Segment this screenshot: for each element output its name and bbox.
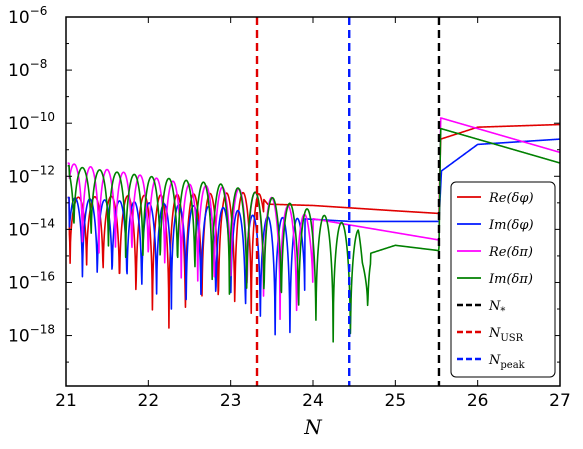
x-tick-label: 24 bbox=[302, 391, 324, 411]
legend-label: NUSR bbox=[488, 326, 524, 344]
legend-label: Re(δφ) bbox=[488, 191, 534, 206]
x-axis-title: N bbox=[303, 415, 323, 439]
y-tick-label: 10−12 bbox=[8, 163, 55, 187]
y-tick-label: 10−16 bbox=[8, 269, 55, 293]
y-tick-label: 10−10 bbox=[8, 110, 55, 134]
legend-label: Npeak bbox=[488, 353, 526, 371]
vline-layer bbox=[255, 17, 441, 386]
y-tick-label: 10−18 bbox=[8, 323, 55, 347]
y-tick-label: 10−14 bbox=[8, 216, 55, 240]
legend-label: Im(δπ) bbox=[488, 272, 533, 287]
series-line bbox=[67, 117, 560, 321]
series-line bbox=[67, 127, 560, 343]
legend-label: N* bbox=[488, 299, 505, 317]
tick-layer: 21 22 23 24 25 26 27 10−18 10−16 10−14 10−12 10−10 1… bbox=[8, 4, 571, 411]
x-tick-label: 26 bbox=[467, 391, 489, 411]
series-layer bbox=[67, 117, 560, 343]
x-tick-label: 27 bbox=[549, 391, 571, 411]
x-tick-label: 23 bbox=[220, 391, 242, 411]
legend-box bbox=[450, 181, 556, 378]
y-tick-label: 10−8 bbox=[8, 57, 47, 81]
legend-label: Im(δφ) bbox=[488, 218, 534, 233]
legend-label: Re(δπ) bbox=[488, 245, 533, 260]
x-tick-label: 22 bbox=[138, 391, 160, 411]
y-tick-label: 10−6 bbox=[8, 4, 47, 28]
x-tick-label: 21 bbox=[55, 391, 77, 411]
x-tick-label: 25 bbox=[385, 391, 407, 411]
legend: Re(δφ) Im(δφ) Re(δπ) Im(δπ) N* NUSR Npeak bbox=[450, 181, 556, 378]
